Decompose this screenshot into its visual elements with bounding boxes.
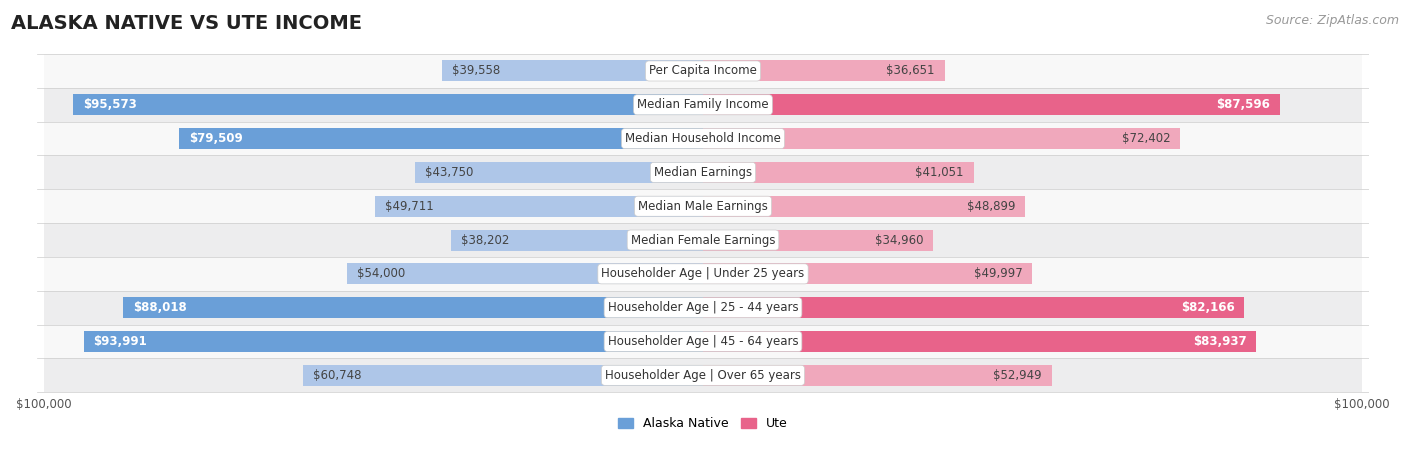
Text: $36,651: $36,651 [886,64,935,78]
Text: $95,573: $95,573 [83,98,136,111]
Bar [703,162,973,183]
Text: $48,899: $48,899 [967,200,1015,213]
Bar [703,60,945,81]
Bar [179,128,703,149]
Bar [302,365,703,386]
Text: $87,596: $87,596 [1216,98,1271,111]
Bar [44,291,1362,325]
Text: $41,051: $41,051 [915,166,963,179]
Text: Source: ZipAtlas.com: Source: ZipAtlas.com [1265,14,1399,27]
Text: Householder Age | Over 65 years: Householder Age | Over 65 years [605,369,801,382]
Text: ALASKA NATIVE VS UTE INCOME: ALASKA NATIVE VS UTE INCOME [11,14,363,33]
Text: Median Male Earnings: Median Male Earnings [638,200,768,213]
Text: $43,750: $43,750 [425,166,472,179]
Text: Householder Age | 45 - 64 years: Householder Age | 45 - 64 years [607,335,799,348]
Text: $83,937: $83,937 [1192,335,1246,348]
Bar [703,94,1281,115]
Bar [44,358,1362,392]
Bar [703,128,1180,149]
Bar [703,365,1052,386]
Text: $60,748: $60,748 [312,369,361,382]
Text: $49,997: $49,997 [974,267,1022,280]
Text: $93,991: $93,991 [93,335,148,348]
Bar [451,230,703,250]
Bar [443,60,703,81]
Bar [347,263,703,284]
Bar [415,162,703,183]
Bar [44,122,1362,156]
Bar [73,94,703,115]
Text: $88,018: $88,018 [132,301,187,314]
Text: Householder Age | Under 25 years: Householder Age | Under 25 years [602,267,804,280]
Bar [703,331,1256,352]
Bar [44,223,1362,257]
Text: $39,558: $39,558 [453,64,501,78]
Text: $52,949: $52,949 [994,369,1042,382]
Bar [703,263,1032,284]
Text: Per Capita Income: Per Capita Income [650,64,756,78]
Text: $72,402: $72,402 [1122,132,1170,145]
Text: Median Family Income: Median Family Income [637,98,769,111]
Text: $34,960: $34,960 [875,234,924,247]
Bar [44,325,1362,358]
Bar [703,196,1025,217]
Bar [44,189,1362,223]
Text: Median Female Earnings: Median Female Earnings [631,234,775,247]
Legend: Alaska Native, Ute: Alaska Native, Ute [613,412,793,435]
Text: Median Household Income: Median Household Income [626,132,780,145]
Text: Householder Age | 25 - 44 years: Householder Age | 25 - 44 years [607,301,799,314]
Bar [44,156,1362,189]
Text: $79,509: $79,509 [188,132,243,145]
Text: $38,202: $38,202 [461,234,509,247]
Bar [44,257,1362,291]
Bar [703,230,934,250]
Bar [122,297,703,318]
Bar [83,331,703,352]
Text: Median Earnings: Median Earnings [654,166,752,179]
Bar [703,297,1244,318]
Text: $82,166: $82,166 [1181,301,1234,314]
Bar [375,196,703,217]
Text: $49,711: $49,711 [385,200,434,213]
Text: $54,000: $54,000 [357,267,405,280]
Bar [44,88,1362,122]
Bar [44,54,1362,88]
